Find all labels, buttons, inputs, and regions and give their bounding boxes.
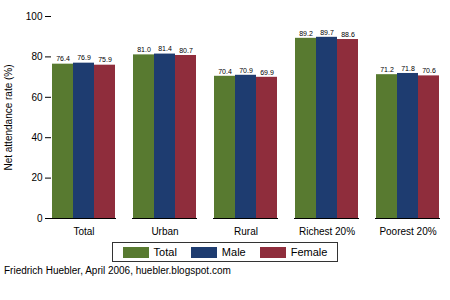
html-text:Male: Male [221,246,246,258]
svg-text:60: 60 [31,92,43,103]
svg-text:80: 80 [31,51,43,62]
svg-text:Poorest 20%: Poorest 20% [379,226,436,237]
svg-text:88.6: 88.6 [341,31,355,38]
svg-text:40: 40 [31,132,43,143]
svg-text:Net attendance rate (%): Net attendance rate (%) [3,64,14,170]
svg-text:89.7: 89.7 [320,29,334,36]
svg-text:81.4: 81.4 [158,45,172,52]
svg-text:70.4: 70.4 [218,68,232,75]
svg-text:89.2: 89.2 [299,30,313,37]
html-text:Female: Female [290,246,328,258]
svg-text:76.9: 76.9 [77,54,91,61]
html-text:Total: Total [153,246,177,258]
svg-text:Richest 20%: Richest 20% [299,226,355,237]
svg-text:100: 100 [26,11,43,22]
svg-text:0: 0 [37,213,43,224]
svg-text:Urban: Urban [151,226,178,237]
svg-text:71.8: 71.8 [401,65,415,72]
svg-text:Total: Total [73,226,94,237]
svg-text:76.4: 76.4 [56,55,70,62]
svg-text:80.7: 80.7 [179,47,193,54]
svg-text:75.9: 75.9 [98,56,112,63]
svg-text:Rural: Rural [234,226,258,237]
svg-text:20: 20 [31,172,43,183]
svg-text:81.0: 81.0 [137,46,151,53]
html-text:Friedrich Huebler, April 2006,: Friedrich Huebler, April 2006, huebler.b… [4,265,231,276]
svg-text:70.9: 70.9 [239,67,253,74]
svg-text:69.9: 69.9 [260,69,274,76]
svg-text:70.6: 70.6 [422,67,436,74]
svg-text:71.2: 71.2 [380,66,394,73]
